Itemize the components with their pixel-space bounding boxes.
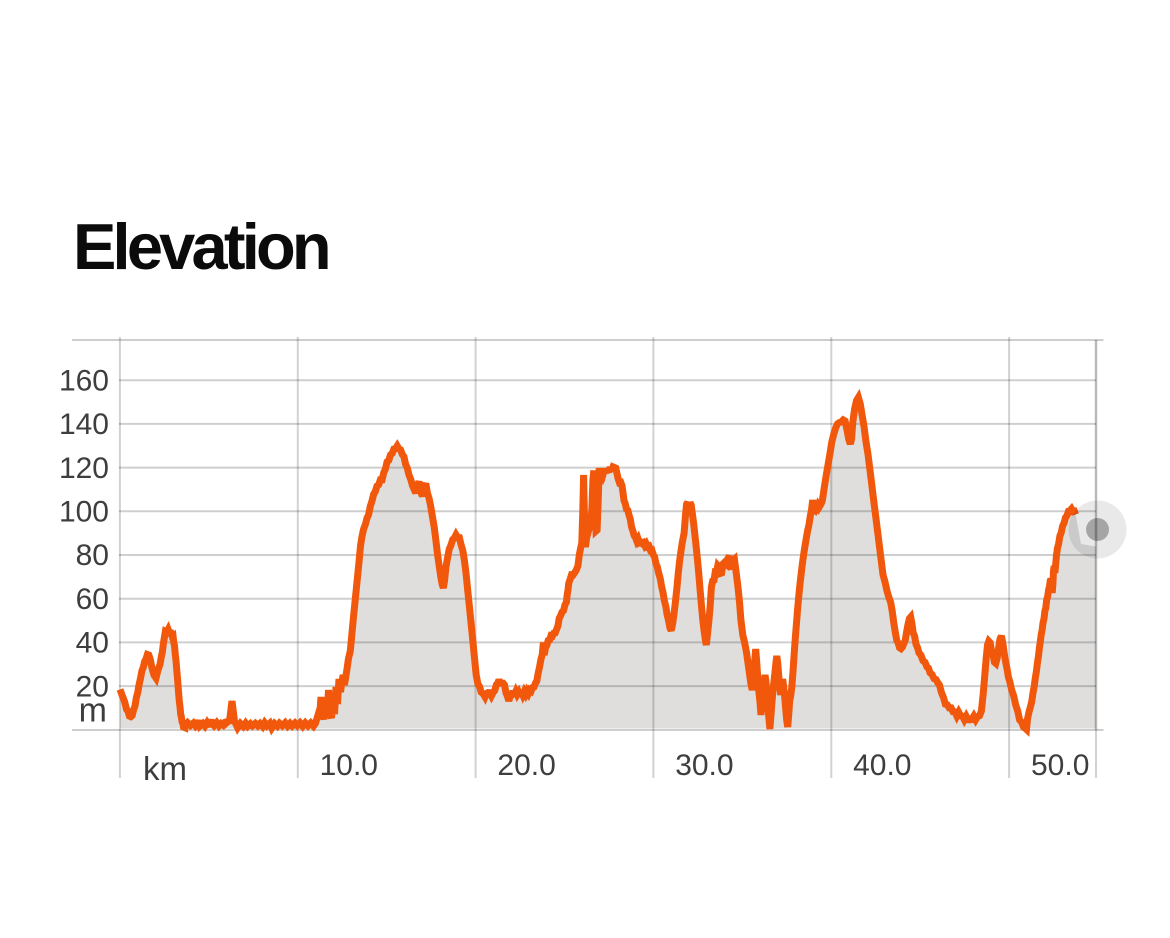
svg-text:40: 40	[76, 627, 109, 660]
svg-text:30.0: 30.0	[675, 749, 733, 782]
svg-text:80: 80	[76, 539, 109, 572]
svg-text:20: 20	[76, 670, 109, 703]
svg-text:140: 140	[59, 408, 109, 441]
svg-text:10.0: 10.0	[320, 749, 378, 782]
svg-text:40.0: 40.0	[853, 749, 911, 782]
svg-text:120: 120	[59, 452, 109, 485]
svg-text:m: m	[79, 692, 107, 730]
svg-text:20.0: 20.0	[497, 749, 555, 782]
svg-text:km: km	[143, 750, 187, 787]
svg-text:100: 100	[59, 496, 109, 529]
svg-text:60: 60	[76, 583, 109, 616]
svg-text:50.0: 50.0	[1031, 749, 1089, 782]
svg-text:Elevation: Elevation	[73, 210, 328, 283]
svg-text:160: 160	[59, 364, 109, 397]
